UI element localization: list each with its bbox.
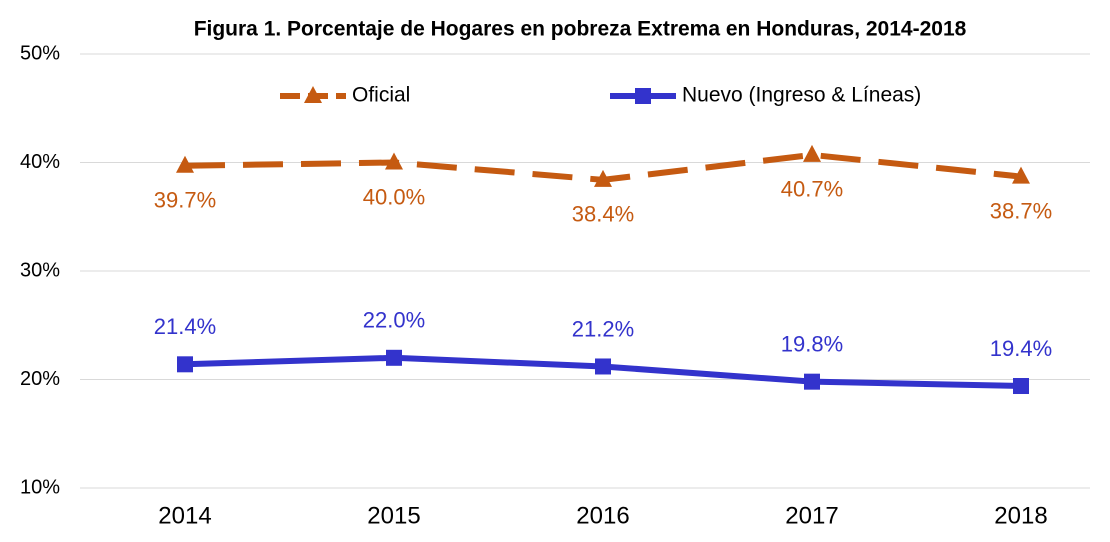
data-label: 40.7%	[781, 177, 843, 202]
point	[386, 349, 402, 366]
point	[804, 373, 820, 390]
point	[803, 144, 821, 162]
y-tick-label: 40%	[20, 151, 60, 173]
x-tick-label: 2016	[576, 502, 629, 529]
point	[177, 356, 193, 373]
point	[1012, 166, 1030, 184]
y-tick-label: 50%	[20, 42, 60, 64]
data-label: 21.4%	[154, 314, 216, 339]
legend-label: Oficial	[352, 84, 410, 107]
point	[1013, 378, 1029, 395]
point	[176, 155, 194, 173]
x-tick-label: 2015	[367, 502, 420, 529]
y-tick-label: 10%	[20, 476, 60, 498]
data-label: 38.7%	[990, 198, 1052, 223]
data-label: 39.7%	[154, 188, 216, 213]
data-label: 22.0%	[363, 308, 425, 333]
legend-label: Nuevo (Ingreso & Líneas)	[682, 84, 921, 107]
legend-marker	[635, 88, 651, 104]
x-tick-label: 2017	[785, 502, 838, 529]
data-label: 19.8%	[781, 331, 843, 356]
legend-marker	[304, 86, 322, 103]
point	[385, 152, 403, 170]
y-tick-label: 30%	[20, 259, 60, 281]
chart-title: Figura 1. Porcentaje de Hogares en pobre…	[194, 18, 967, 41]
data-label: 40.0%	[363, 184, 425, 209]
x-tick-label: 2018	[994, 502, 1047, 529]
point	[595, 358, 611, 375]
point	[594, 169, 612, 187]
data-label: 19.4%	[990, 336, 1052, 361]
x-tick-label: 2014	[158, 502, 211, 529]
y-tick-label: 20%	[20, 368, 60, 390]
data-label: 21.2%	[572, 316, 634, 341]
data-label: 38.4%	[572, 202, 634, 227]
